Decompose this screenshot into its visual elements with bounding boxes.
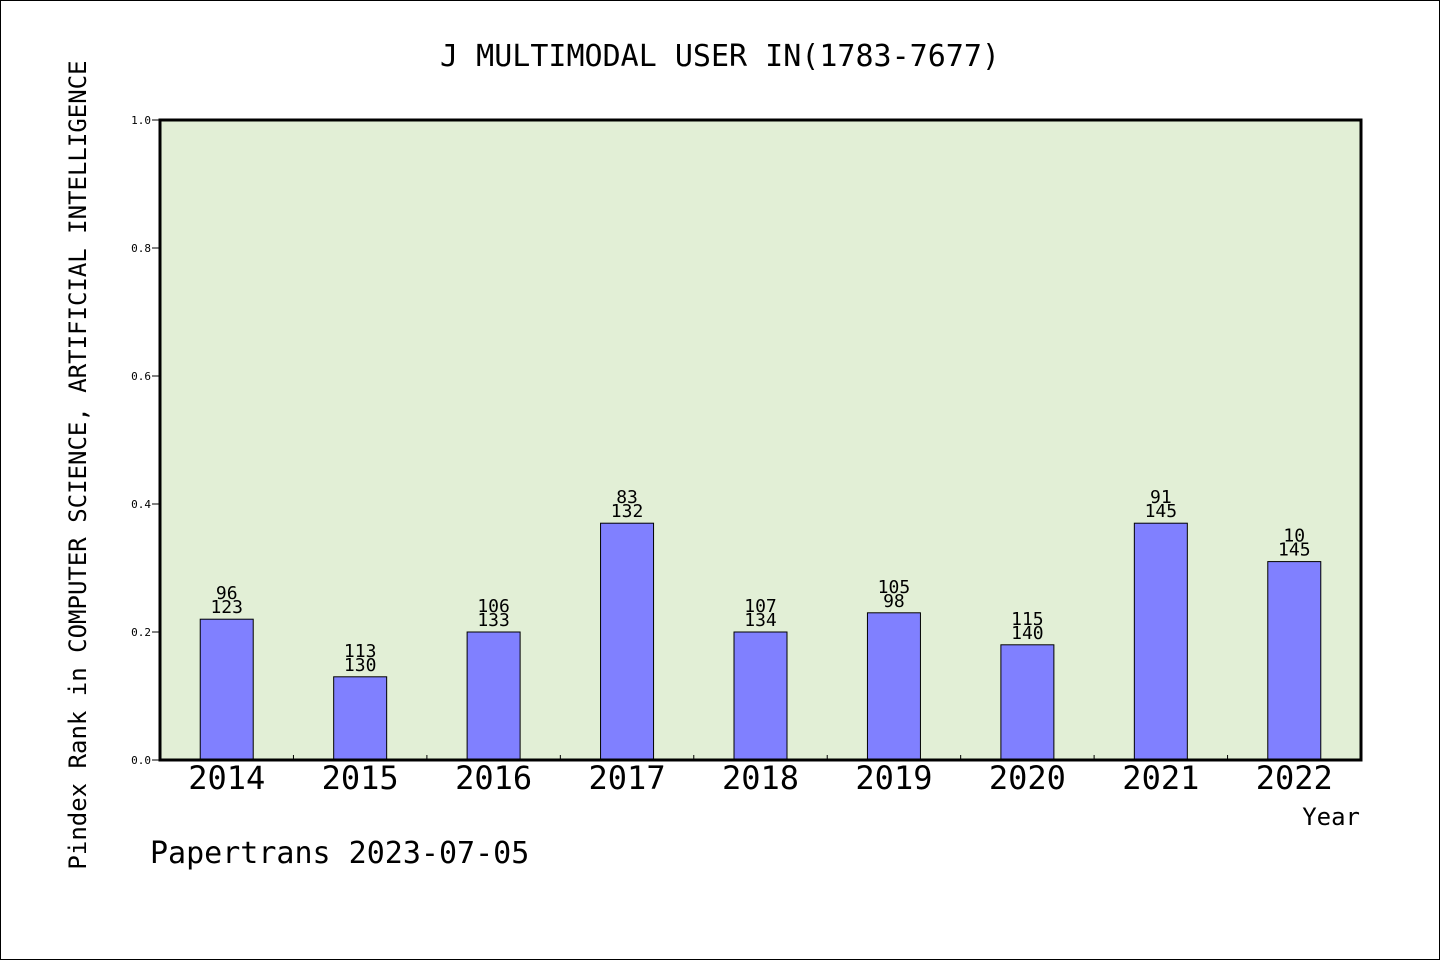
data-label-bottom: 133 <box>477 610 510 631</box>
data-label-bottom: 123 <box>210 597 243 618</box>
data-label-bottom: 145 <box>1278 540 1311 561</box>
chart-title: J MULTIMODAL USER IN(1783-7677) <box>440 39 1000 74</box>
bar <box>466 631 521 761</box>
data-label-bottom: 132 <box>611 501 644 522</box>
data-label-bottom: 145 <box>1145 501 1178 522</box>
y-tick-label: 0.4 <box>131 498 151 511</box>
bar <box>333 676 388 761</box>
bar <box>733 631 788 761</box>
data-label-bottom: 98 <box>883 591 905 612</box>
footer-credit: Papertrans 2023-07-05 <box>150 836 529 871</box>
data-label-top: 107 <box>744 596 777 617</box>
y-tick-label: 0.2 <box>131 626 151 639</box>
y-tick-label: 0.0 <box>131 754 151 767</box>
x-tick-label: 2020 <box>989 759 1066 797</box>
y-axis-ticks: 0.0 0.2 0.4 0.6 0.8 1.0 <box>131 114 160 767</box>
data-label-bottom: 134 <box>744 610 777 631</box>
x-tick-label: 2019 <box>855 759 932 797</box>
bar <box>199 618 254 761</box>
data-label-top: 83 <box>616 487 638 508</box>
data-label-top: 105 <box>878 577 911 598</box>
data-label-bottom: 130 <box>344 655 377 676</box>
data-label-bottom: 140 <box>1011 623 1044 644</box>
data-label-top: 91 <box>1150 487 1172 508</box>
data-label-top: 96 <box>216 583 238 604</box>
data-label-top: 115 <box>1011 609 1044 630</box>
data-label-top: 10 <box>1283 526 1305 547</box>
x-axis-ticks: 2014 2015 2016 2017 2018 2019 2020 2021 2022 <box>188 755 1333 797</box>
x-axis-label: Year <box>1302 803 1360 831</box>
x-tick-label: 2016 <box>455 759 532 797</box>
bar <box>1000 644 1055 761</box>
data-label-top: 106 <box>477 596 510 617</box>
bar <box>1133 522 1188 761</box>
x-tick-label: 2021 <box>1122 759 1199 797</box>
x-tick-label: 2015 <box>322 759 399 797</box>
plot-border <box>158 118 1363 762</box>
bar <box>866 612 921 761</box>
bar <box>1267 561 1322 761</box>
x-tick-label: 2022 <box>1256 759 1333 797</box>
x-tick-label: 2014 <box>188 759 265 797</box>
x-tick-label: 2017 <box>589 759 666 797</box>
bar <box>600 522 655 761</box>
data-label-top: 113 <box>344 641 377 662</box>
y-tick-label: 1.0 <box>131 114 151 127</box>
x-tick-label: 2018 <box>722 759 799 797</box>
y-tick-label: 0.8 <box>131 242 151 255</box>
y-tick-label: 0.6 <box>131 370 151 383</box>
y-axis-label: Pindex Rank in COMPUTER SCIENCE, ARTIFIC… <box>64 60 92 869</box>
